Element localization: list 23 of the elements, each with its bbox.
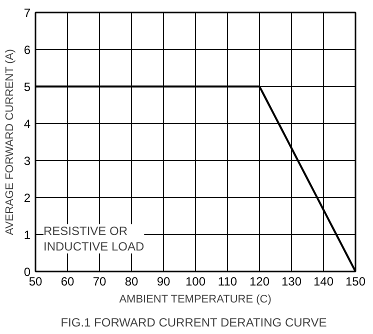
y-tick-label: 4	[24, 117, 31, 131]
x-axis-title: AMBIENT TEMPERATURE (C)	[119, 294, 272, 306]
y-tick-label: 2	[24, 191, 31, 205]
text: FIG.1 FORWARD CURRENT DERATING CURVE	[60, 316, 327, 330]
y-tick-label: 1	[24, 228, 31, 242]
x-tick-label: 70	[92, 274, 106, 288]
x-tick-label: 90	[156, 274, 170, 288]
x-tick-label: 50	[28, 274, 42, 288]
y-tick-label: 6	[24, 43, 31, 57]
x-tick-label: 130	[281, 274, 302, 288]
x-tick-label: 150	[345, 274, 366, 288]
x-tick-label: 140	[313, 274, 334, 288]
annotation: RESISTIVE OR INDUCTIVE LOAD	[44, 224, 145, 254]
y-tick-label: 3	[24, 154, 31, 168]
x-tick-label: 60	[60, 274, 74, 288]
x-tick-label: 80	[124, 274, 138, 288]
y-axis-title: AVERAGE FORWARD CURRENT (A)	[4, 49, 16, 236]
x-tick-label: 110	[218, 274, 238, 288]
y-tick-label: 7	[24, 6, 31, 20]
y-tick-label: 0	[24, 265, 31, 279]
x-tick-label: 100	[185, 274, 206, 288]
y-tick-label: 5	[24, 80, 31, 94]
x-tick-label: 120	[249, 274, 270, 288]
